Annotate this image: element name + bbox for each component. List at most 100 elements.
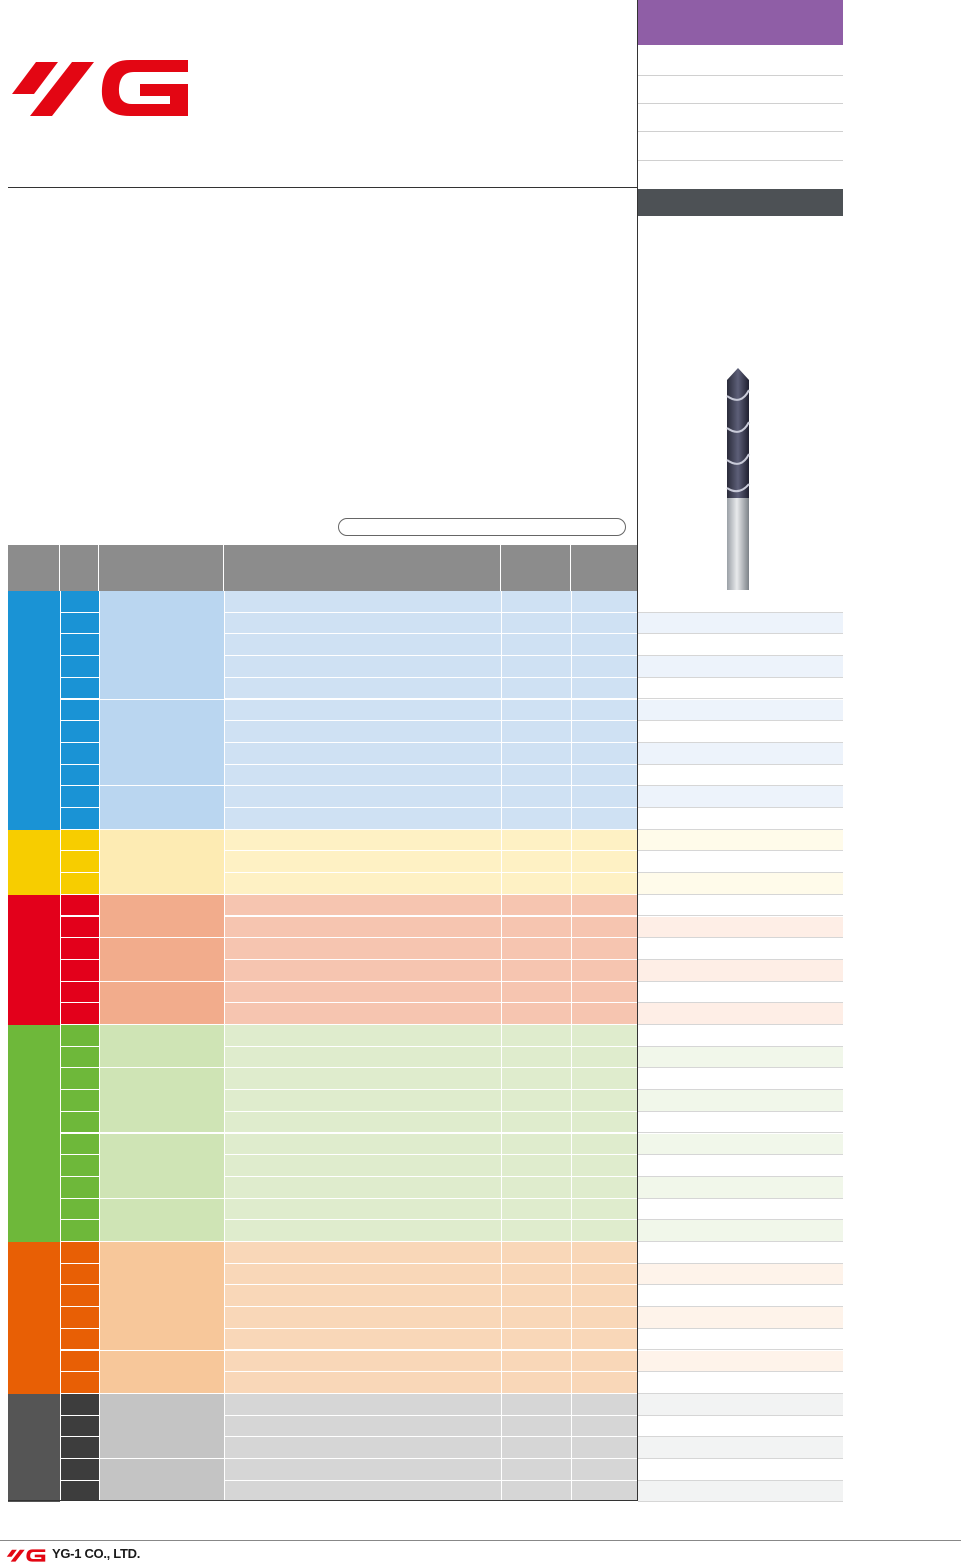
- hardness-cell: [501, 677, 571, 700]
- tensile-cell: [571, 808, 637, 830]
- material-name-cell: [99, 1198, 224, 1242]
- material-code-cell: [60, 1415, 99, 1438]
- material-group-block: [8, 1393, 60, 1503]
- description-cell: [224, 1393, 501, 1416]
- tensile-cell: [571, 699, 637, 722]
- tensile-cell: [571, 677, 637, 700]
- cutting-data-row: [638, 938, 843, 960]
- info-line: [638, 75, 843, 76]
- material-code-cell: [60, 1220, 99, 1242]
- cutting-data-row: [638, 981, 843, 1004]
- hardness-cell: [501, 1393, 571, 1416]
- tensile-cell: [571, 1459, 637, 1481]
- material-code-cell: [60, 1025, 99, 1047]
- material-code-cell: [60, 656, 99, 678]
- hardness-cell: [501, 894, 571, 917]
- hardness-cell: [501, 1003, 571, 1025]
- cutting-data-row: [638, 1220, 843, 1242]
- material-code-cell: [60, 1003, 99, 1025]
- material-code-cell: [60, 1459, 99, 1481]
- hardness-cell: [501, 1459, 571, 1481]
- cutting-data-row: [638, 959, 843, 982]
- hardness-cell: [501, 1480, 571, 1503]
- header-cell-tensile: [571, 545, 637, 591]
- material-code-cell: [60, 721, 99, 743]
- description-cell: [224, 764, 501, 787]
- material-code-cell: [60, 1480, 99, 1503]
- material-code-cell: [60, 612, 99, 635]
- hardness-cell: [501, 916, 571, 939]
- description-cell: [224, 721, 501, 743]
- tensile-cell: [571, 1025, 637, 1047]
- tensile-cell: [571, 1350, 637, 1373]
- cutting-data-row: [638, 1133, 843, 1156]
- description-cell: [224, 1263, 501, 1286]
- material-code-cell: [60, 959, 99, 982]
- description-cell: [224, 981, 501, 1004]
- cutting-data-row: [638, 873, 843, 895]
- material-code-cell: [60, 1155, 99, 1177]
- tensile-cell: [571, 786, 637, 808]
- cutting-data-row: [638, 1046, 843, 1069]
- material-code-cell: [60, 1111, 99, 1134]
- material-code-cell: [60, 1350, 99, 1373]
- header-cell-hardness: [501, 545, 571, 591]
- cutting-data-row: [638, 699, 843, 722]
- description-cell: [224, 786, 501, 808]
- tensile-cell: [571, 1198, 637, 1221]
- description-cell: [224, 1350, 501, 1373]
- table-bottom-rule: [8, 1500, 843, 1501]
- material-group-block: [8, 894, 60, 1025]
- material-code-cell: [60, 634, 99, 657]
- description-cell: [224, 1025, 501, 1047]
- filter-pill: [338, 518, 626, 536]
- tensile-cell: [571, 591, 637, 613]
- description-cell: [224, 1220, 501, 1242]
- column-divider: [637, 0, 638, 1500]
- footer-divider: [0, 1540, 961, 1541]
- info-line: [638, 160, 843, 161]
- material-code-cell: [60, 786, 99, 808]
- product-title-bar: [638, 189, 843, 216]
- tensile-cell: [571, 1328, 637, 1351]
- material-name-cell: [99, 1068, 224, 1134]
- description-cell: [224, 894, 501, 917]
- tensile-cell: [571, 873, 637, 895]
- hardness-cell: [501, 764, 571, 787]
- cutting-data-row: [638, 1068, 843, 1091]
- description-cell: [224, 591, 501, 613]
- hardness-cell: [501, 591, 571, 613]
- material-name-cell: [99, 1350, 224, 1394]
- header-cell-material: [99, 545, 224, 591]
- hardness-cell: [501, 742, 571, 765]
- cutting-data-row: [638, 1198, 843, 1221]
- cutting-data-row: [638, 656, 843, 678]
- tensile-cell: [571, 981, 637, 1004]
- material-code-cell: [60, 1285, 99, 1308]
- description-cell: [224, 1242, 501, 1264]
- hardness-cell: [501, 1372, 571, 1394]
- hardness-cell: [501, 1437, 571, 1459]
- material-group-block: [8, 591, 60, 830]
- footer-yg1-logo: [6, 1549, 46, 1562]
- description-cell: [224, 1372, 501, 1394]
- description-cell: [224, 959, 501, 982]
- cutting-data-row: [638, 1459, 843, 1481]
- cutting-data-row: [638, 742, 843, 765]
- tensile-cell: [571, 1220, 637, 1242]
- description-cell: [224, 916, 501, 939]
- cutting-data-row: [638, 829, 843, 852]
- tensile-cell: [571, 1068, 637, 1091]
- hardness-cell: [501, 786, 571, 808]
- hardness-cell: [501, 1090, 571, 1112]
- hardness-cell: [501, 1220, 571, 1242]
- cutting-data-row: [638, 1393, 843, 1416]
- material-name-cell: [99, 829, 224, 895]
- hardness-cell: [501, 981, 571, 1004]
- tensile-cell: [571, 1285, 637, 1308]
- hardness-cell: [501, 1242, 571, 1264]
- tensile-cell: [571, 634, 637, 657]
- tensile-cell: [571, 612, 637, 635]
- cutting-data-row: [638, 1480, 843, 1503]
- header-cell-description: [224, 545, 501, 591]
